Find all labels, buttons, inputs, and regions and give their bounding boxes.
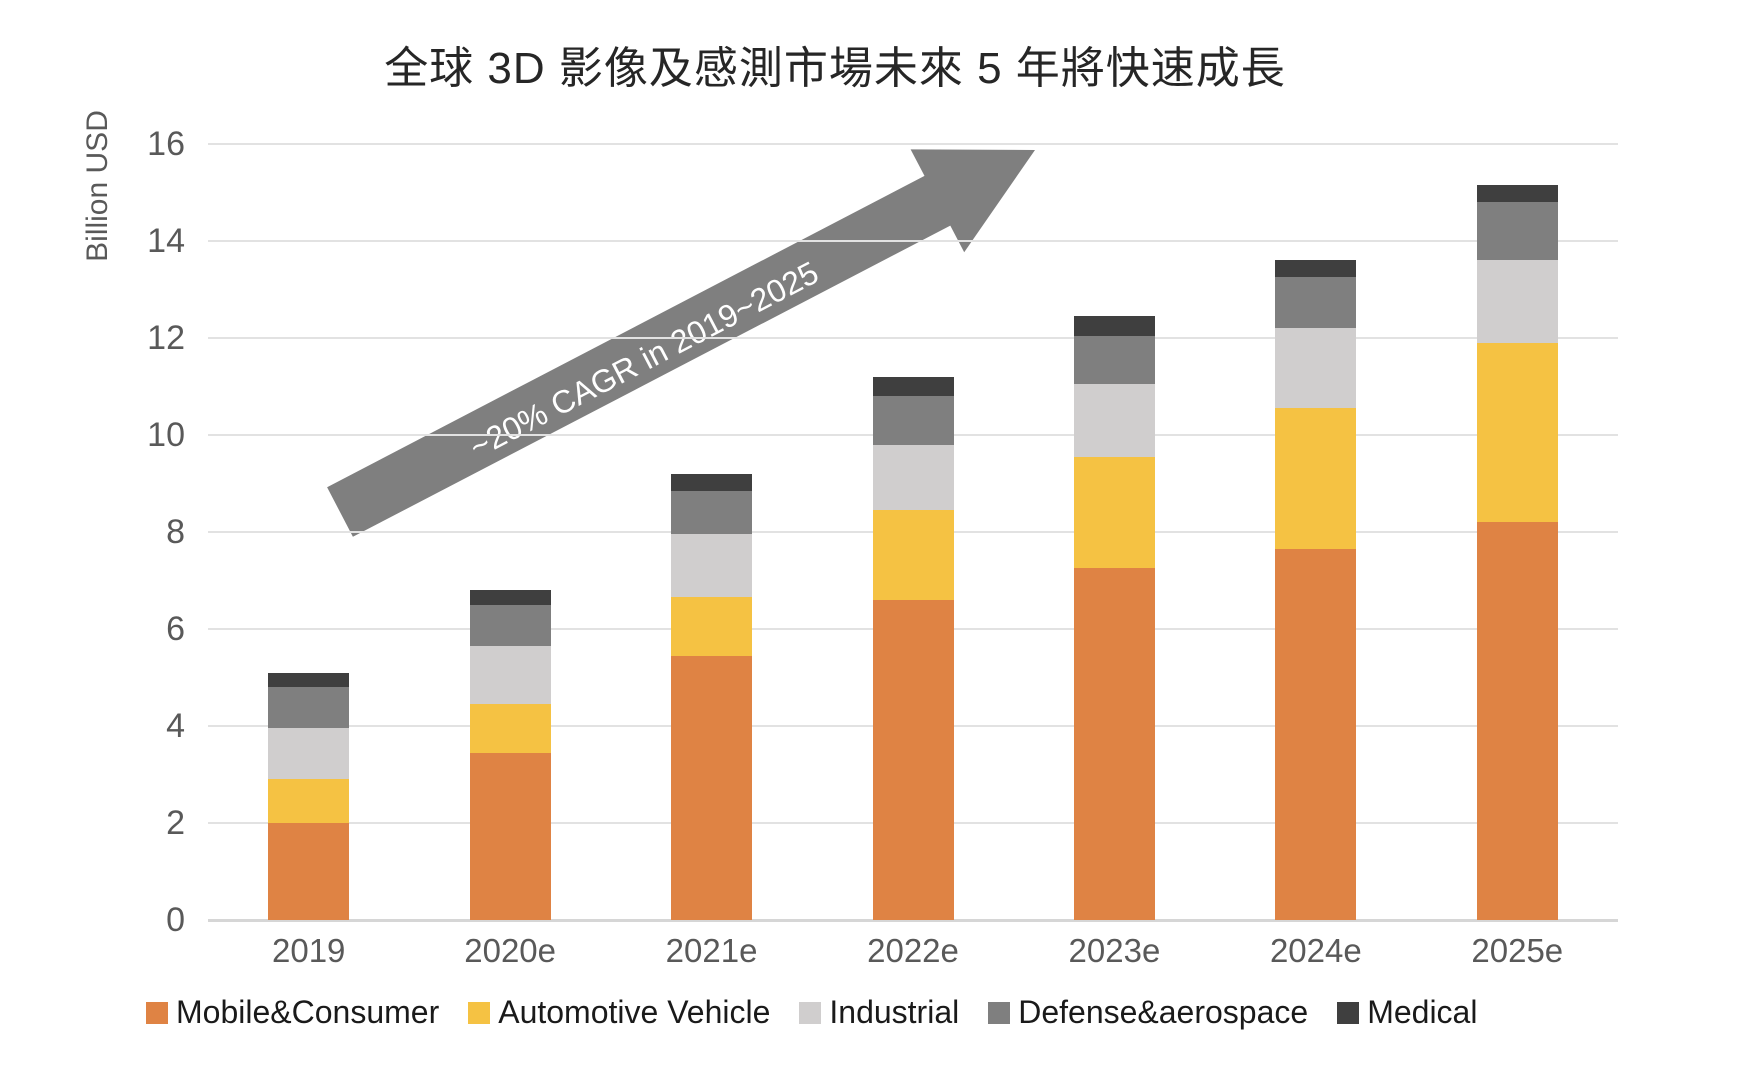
bar-segment-industrial: [1476, 260, 1558, 343]
legend-label: Industrial: [829, 994, 960, 1030]
bar-segment-automotive-vehicle: [872, 510, 954, 600]
bar-segment-mobile-consumer: [671, 655, 753, 920]
bar-segment-defense-aerospace: [1073, 335, 1155, 385]
bar-segment-mobile-consumer: [872, 599, 954, 920]
x-tick-label: 2020e: [464, 932, 557, 969]
bar-segment-automotive-vehicle: [1476, 342, 1558, 523]
bar-segment-defense-aerospace: [671, 490, 753, 535]
bar-segment-automotive-vehicle: [671, 597, 753, 656]
bar-segment-medical: [469, 590, 551, 605]
legend: Mobile&Consumer Automotive Vehicle Industr…: [146, 994, 1477, 1031]
bar-segment-industrial: [671, 534, 753, 598]
y-tick-label: 14: [147, 222, 185, 260]
legend-item-defense-aerospace: Defense&aerospace: [988, 994, 1308, 1031]
y-tick-label: 16: [147, 125, 185, 163]
legend-label: Defense&aerospace: [1018, 994, 1309, 1030]
bar-segment-mobile-consumer: [1275, 548, 1357, 920]
bar-segment-defense-aerospace: [872, 396, 954, 445]
bar-segment-industrial: [1275, 328, 1357, 409]
gridline: [208, 240, 1618, 242]
legend-item-industrial: Industrial: [799, 994, 959, 1031]
bar-segment-automotive-vehicle: [268, 779, 350, 823]
gridline: [208, 337, 1618, 339]
y-tick-label: 4: [166, 707, 185, 745]
bar-segment-industrial: [1073, 384, 1155, 457]
bar-segment-medical: [1476, 185, 1558, 203]
legend-swatch: [799, 1001, 822, 1024]
x-tick-label: 2019: [271, 932, 346, 969]
bar-segment-automotive-vehicle: [1073, 456, 1155, 569]
legend-label: Automotive Vehicle: [498, 994, 771, 1030]
legend-item-mobile-consumer: Mobile&Consumer: [146, 994, 439, 1031]
legend-label: Mobile&Consumer: [176, 994, 440, 1030]
bar-segment-medical: [1073, 316, 1155, 336]
legend-swatch: [146, 1001, 168, 1024]
y-tick-label: 6: [166, 610, 185, 648]
bar-segment-automotive-vehicle: [469, 704, 551, 753]
y-tick-label: 8: [166, 513, 185, 551]
legend-swatch: [468, 1001, 491, 1024]
bar-segment-medical: [671, 473, 753, 491]
legend-label: Medical: [1367, 994, 1478, 1030]
bar-segment-defense-aerospace: [1275, 277, 1357, 329]
bar-segment-mobile-consumer: [1073, 568, 1155, 920]
bar-segment-mobile-consumer: [469, 752, 551, 920]
bar-segment-industrial: [872, 444, 954, 511]
bar-segment-medical: [1275, 260, 1357, 278]
bar-segment-defense-aerospace: [268, 687, 350, 729]
x-axis-baseline: [208, 919, 1618, 922]
bar-segment-medical: [872, 376, 954, 397]
y-tick-label: 0: [166, 901, 185, 939]
bar-segment-mobile-consumer: [1476, 522, 1558, 920]
y-tick-label: 10: [147, 416, 185, 454]
x-tick-label: 2021e: [665, 932, 758, 969]
bar-segment-industrial: [268, 728, 350, 780]
y-tick-label: 2: [166, 804, 185, 842]
x-tick-label: 2024e: [1269, 932, 1362, 969]
y-tick-label: 12: [147, 319, 185, 357]
bar-segment-industrial: [469, 645, 551, 705]
bar-segment-mobile-consumer: [268, 823, 350, 920]
x-tick-label: 2023e: [1068, 932, 1161, 969]
legend-item-automotive-vehicle: Automotive Vehicle: [468, 994, 770, 1031]
legend-swatch: [988, 1001, 1011, 1024]
bar-segment-defense-aerospace: [469, 604, 551, 646]
y-axis-title: Billion USD: [81, 110, 114, 262]
x-tick-label: 2025e: [1471, 932, 1564, 969]
x-tick-label: 2022e: [867, 932, 959, 969]
gridline: [208, 143, 1618, 145]
legend-swatch: [1337, 1001, 1360, 1024]
bar-segment-automotive-vehicle: [1275, 408, 1357, 549]
bar-segment-medical: [268, 672, 350, 688]
bar-segment-defense-aerospace: [1476, 202, 1558, 261]
legend-item-medical: Medical: [1337, 994, 1477, 1031]
chart-title: 全球 3D 影像及感測市場未來 5 年將快速成長: [384, 44, 1286, 93]
